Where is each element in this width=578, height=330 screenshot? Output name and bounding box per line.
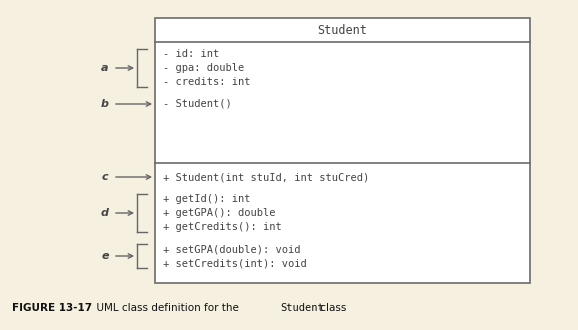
Text: Student: Student: [280, 303, 324, 313]
Text: - credits: int: - credits: int: [163, 77, 250, 87]
Text: a: a: [101, 63, 109, 73]
Text: c: c: [102, 172, 108, 182]
Text: - id: int: - id: int: [163, 49, 219, 59]
Text: Student: Student: [317, 23, 368, 37]
Bar: [155, 18, 530, 283]
Text: + getCredits(): int: + getCredits(): int: [163, 222, 281, 232]
Text: - Student(): - Student(): [163, 99, 232, 109]
Text: + Student(int stuId, int stuCred): + Student(int stuId, int stuCred): [163, 172, 369, 182]
Text: e: e: [101, 251, 109, 261]
Text: + setCredits(int): void: + setCredits(int): void: [163, 258, 307, 268]
Text: - gpa: double: - gpa: double: [163, 63, 244, 73]
Text: class: class: [317, 303, 346, 313]
Text: FIGURE 13-17: FIGURE 13-17: [12, 303, 92, 313]
Text: + setGPA(double): void: + setGPA(double): void: [163, 244, 301, 254]
Text: UML class definition for the: UML class definition for the: [90, 303, 242, 313]
Text: + getGPA(): double: + getGPA(): double: [163, 208, 276, 218]
Text: b: b: [101, 99, 109, 109]
Text: d: d: [101, 208, 109, 218]
Text: + getId(): int: + getId(): int: [163, 194, 250, 204]
